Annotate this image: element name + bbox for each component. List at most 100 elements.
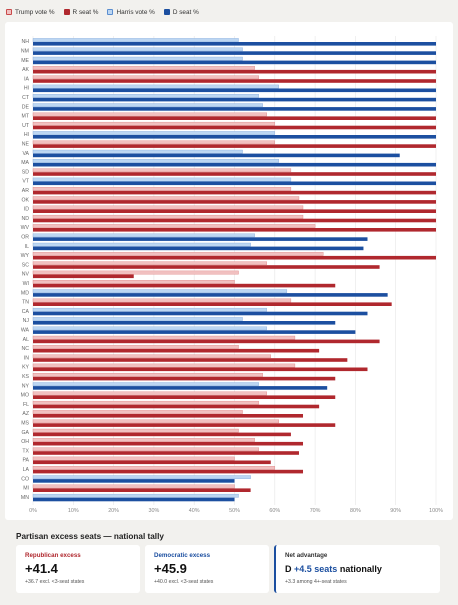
state-label: NV [22,272,30,278]
vote-bar [32,252,324,256]
legend-r-seat: R seat % [63,8,99,16]
legend-r-seat-label: R seat % [72,8,99,16]
state-label: NM [21,49,29,55]
state-label: FL [23,402,29,408]
seat-bar [33,339,380,344]
state-label: AL [23,337,29,343]
vote-bar [32,354,271,359]
vote-bar [32,475,251,479]
x-tick-label: 30% [149,508,160,514]
tally-title: Partisan excess seats — national tally [16,532,164,541]
legend: Trump vote % R seat % Harris vote % D seat … [6,6,199,18]
legend-trump-vote-swatch [6,9,12,15]
vote-bar [32,391,267,396]
seat-bar [33,79,436,83]
net-advantage-party: D [285,564,292,574]
net-advantage-note: +3.3 among 4+-seat states [285,579,347,585]
vote-bar [32,466,275,470]
state-label: NJ [23,318,30,324]
vote-bar [32,187,292,191]
legend-r-seat-swatch [63,9,70,15]
vote-bar [32,242,251,247]
vote-bar [32,140,275,145]
x-tick-label: 0% [29,508,37,514]
seat-bar [33,107,436,111]
seat-bar [33,265,380,269]
state-label: MN [21,495,29,501]
vote-bar [32,493,239,498]
legend-d-seat-swatch [163,9,170,15]
seat-bar [33,190,436,195]
vote-bar [32,484,235,489]
seat-bar [33,200,436,204]
vote-bar [32,298,292,303]
state-label: OR [21,235,29,241]
vote-bar [32,317,243,321]
x-tick-label: 20% [108,508,119,514]
seat-bar [33,209,436,213]
state-label: NY [22,383,30,389]
seat-bar [33,451,299,455]
x-tick-label: 40% [189,508,200,514]
net-advantage-label: Net advantage [285,552,328,559]
seat-bar [33,488,251,492]
bar-chart: 0% 10% 20% 30% 40% 50% 60% 70% 80% 90% 100% NH NM ME A… [21,36,443,514]
state-label: AK [22,67,29,73]
state-label: MO [21,393,29,399]
state-label: KY [22,365,29,371]
seat-bar [33,404,320,409]
vote-bar [32,289,288,293]
seat-bar [33,144,436,148]
seat-bar [33,88,436,93]
vote-bar [32,410,243,414]
seat-bar [33,348,320,353]
x-tick-label: 50% [229,508,240,514]
vote-bar [32,335,296,340]
seat-bar [33,469,304,474]
seat-bar [33,441,304,446]
vote-bar [32,112,267,117]
legend-harris-vote-swatch [107,9,114,15]
vote-bar [32,121,275,126]
seat-bar [33,293,388,297]
vote-bar [32,363,296,368]
seat-bar [33,181,436,186]
vote-bar [32,149,243,154]
vote-bar [32,205,304,210]
state-label: ND [22,216,30,222]
state-label: MS [21,421,29,427]
state-label: SD [22,169,29,175]
state-label: TN [22,300,29,306]
vote-bar [32,159,279,163]
seat-bar [33,274,134,279]
state-label: OH [21,439,29,445]
seat-bar [33,330,356,334]
state-label: KS [22,374,29,380]
state-label: MI [23,486,29,492]
state-label: WV [21,225,30,231]
vote-bar [32,447,259,452]
democratic-excess-label: Democratic excess [154,552,211,559]
vote-bar [32,307,267,312]
vote-bar [32,382,259,386]
vote-bar [32,66,255,70]
seat-bar [33,153,400,158]
seat-bar [33,376,336,381]
seat-bar [33,135,436,139]
x-tick-label: 90% [390,508,401,514]
state-label: IA [24,76,29,82]
vote-bar [32,438,255,442]
state-label: HI [24,86,29,92]
seat-bar [33,460,271,465]
seat-bar [33,172,436,176]
legend-d-seat: D seat % [163,9,199,16]
state-label: GA [22,430,30,436]
vote-bar [32,38,239,42]
vote-bar [32,214,304,219]
x-tick-label: 60% [269,508,280,514]
seat-bar [33,97,436,102]
chart-panel: 0% 10% 20% 30% 40% 50% 60% 70% 80% 90% 100% NH NM ME A… [5,22,453,520]
state-label: LA [23,467,30,473]
vote-bar [32,177,292,182]
state-label: WY [21,253,30,259]
